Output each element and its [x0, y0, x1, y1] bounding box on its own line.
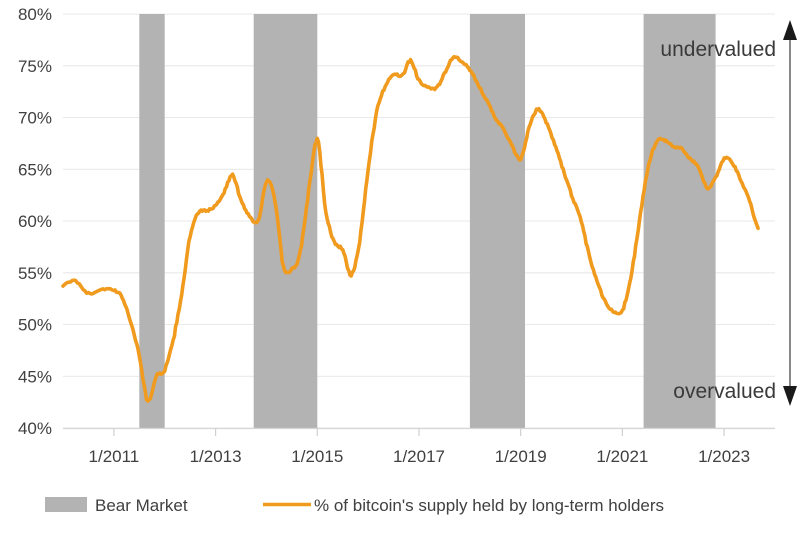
x-axis-tick-label: 1/2017 [393, 447, 445, 466]
y-axis-tick-label: 60% [18, 212, 52, 231]
legend-label-long-term-holders: % of bitcoin's supply held by long-term … [314, 496, 664, 515]
x-axis-tick-label: 1/2023 [698, 447, 750, 466]
valuation-axis-arrow [783, 20, 797, 406]
legend-swatch-bear-market [45, 497, 87, 512]
x-axis-tickmarks [113, 428, 725, 436]
y-axis-tick-labels: 40% 45% 50% 55% 60% 65% 70% 75% 80% [18, 5, 52, 438]
bear-market-bands [139, 14, 716, 428]
x-axis-tick-labels: 1/2011 1/2013 1/2015 1/2017 1/2019 1/2021 1/20… [89, 447, 751, 466]
x-axis-tick-label: 1/2013 [190, 447, 242, 466]
y-axis-tick-label: 75% [18, 57, 52, 76]
bear-market-band [469, 14, 525, 428]
arrow-up-icon [783, 20, 797, 40]
y-axis-tick-label: 65% [18, 160, 52, 179]
bear-market-band [643, 14, 716, 428]
y-axis-tick-label: 45% [18, 367, 52, 386]
y-axis-tick-label: 70% [18, 109, 52, 128]
x-axis-tick-label: 1/2011 [89, 447, 140, 466]
x-axis-tick-label: 1/2021 [596, 447, 648, 466]
y-axis-tick-label: 55% [18, 264, 52, 283]
x-axis-tick-label: 1/2015 [291, 447, 343, 466]
y-axis-tick-label: 40% [18, 419, 52, 438]
annotation-undervalued: undervalued [660, 38, 776, 61]
y-axis-tick-label: 50% [18, 316, 52, 335]
bear-market-band [139, 14, 165, 428]
series-line-long-term-holders [61, 54, 760, 403]
arrow-down-icon [783, 386, 797, 406]
annotation-overvalued: overvalued [673, 380, 776, 403]
bear-market-band [253, 14, 318, 428]
legend-label-bear-market: Bear Market [95, 496, 188, 515]
legend: Bear Market % of bitcoin's supply held b… [45, 496, 664, 515]
x-axis-tick-label: 1/2019 [495, 447, 547, 466]
y-axis-tick-label: 80% [18, 5, 52, 24]
